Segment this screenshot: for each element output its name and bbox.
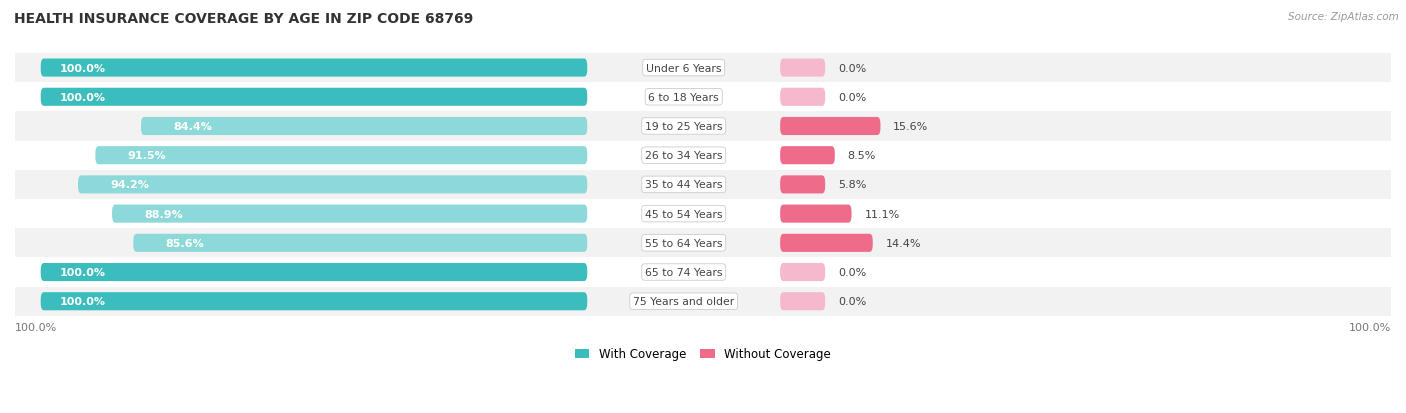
- Text: 15.6%: 15.6%: [893, 122, 928, 132]
- FancyBboxPatch shape: [134, 234, 588, 252]
- FancyBboxPatch shape: [780, 234, 873, 252]
- Text: 8.5%: 8.5%: [848, 151, 876, 161]
- Text: 35 to 44 Years: 35 to 44 Years: [645, 180, 723, 190]
- FancyBboxPatch shape: [41, 292, 588, 311]
- FancyBboxPatch shape: [112, 205, 588, 223]
- FancyBboxPatch shape: [780, 205, 852, 223]
- Text: 0.0%: 0.0%: [838, 297, 866, 306]
- Text: 100.0%: 100.0%: [60, 64, 105, 74]
- FancyBboxPatch shape: [780, 176, 825, 194]
- FancyBboxPatch shape: [41, 59, 588, 77]
- Text: 85.6%: 85.6%: [166, 238, 204, 248]
- FancyBboxPatch shape: [96, 147, 588, 165]
- Bar: [15, 112, 1391, 141]
- Text: 100.0%: 100.0%: [15, 323, 58, 332]
- Text: 100.0%: 100.0%: [60, 93, 105, 102]
- Text: 100.0%: 100.0%: [1348, 323, 1391, 332]
- Text: 88.9%: 88.9%: [145, 209, 183, 219]
- FancyBboxPatch shape: [780, 59, 825, 77]
- Text: 100.0%: 100.0%: [60, 267, 105, 278]
- Text: 26 to 34 Years: 26 to 34 Years: [645, 151, 723, 161]
- Legend: With Coverage, Without Coverage: With Coverage, Without Coverage: [571, 343, 835, 366]
- Bar: [15, 54, 1391, 83]
- Bar: [15, 171, 1391, 199]
- FancyBboxPatch shape: [780, 88, 825, 107]
- FancyBboxPatch shape: [780, 118, 880, 136]
- Bar: [15, 83, 1391, 112]
- Text: Under 6 Years: Under 6 Years: [645, 64, 721, 74]
- Text: 0.0%: 0.0%: [838, 93, 866, 102]
- FancyBboxPatch shape: [41, 88, 588, 107]
- FancyBboxPatch shape: [41, 263, 588, 281]
- FancyBboxPatch shape: [780, 263, 825, 281]
- FancyBboxPatch shape: [780, 292, 825, 311]
- Text: Source: ZipAtlas.com: Source: ZipAtlas.com: [1288, 12, 1399, 22]
- Text: 84.4%: 84.4%: [173, 122, 212, 132]
- FancyBboxPatch shape: [141, 118, 588, 136]
- Text: 91.5%: 91.5%: [128, 151, 166, 161]
- FancyBboxPatch shape: [77, 176, 588, 194]
- Bar: [15, 287, 1391, 316]
- Text: 100.0%: 100.0%: [60, 297, 105, 306]
- Text: 0.0%: 0.0%: [838, 64, 866, 74]
- Text: HEALTH INSURANCE COVERAGE BY AGE IN ZIP CODE 68769: HEALTH INSURANCE COVERAGE BY AGE IN ZIP …: [14, 12, 474, 26]
- Text: 5.8%: 5.8%: [838, 180, 866, 190]
- Text: 55 to 64 Years: 55 to 64 Years: [645, 238, 723, 248]
- Text: 6 to 18 Years: 6 to 18 Years: [648, 93, 718, 102]
- Text: 45 to 54 Years: 45 to 54 Years: [645, 209, 723, 219]
- FancyBboxPatch shape: [780, 147, 835, 165]
- Bar: [15, 199, 1391, 229]
- Bar: [15, 258, 1391, 287]
- Text: 0.0%: 0.0%: [838, 267, 866, 278]
- Text: 14.4%: 14.4%: [886, 238, 921, 248]
- Text: 11.1%: 11.1%: [865, 209, 900, 219]
- Bar: [15, 229, 1391, 258]
- Text: 65 to 74 Years: 65 to 74 Years: [645, 267, 723, 278]
- Text: 94.2%: 94.2%: [110, 180, 149, 190]
- Text: 75 Years and older: 75 Years and older: [633, 297, 734, 306]
- Text: 19 to 25 Years: 19 to 25 Years: [645, 122, 723, 132]
- Bar: [15, 141, 1391, 171]
